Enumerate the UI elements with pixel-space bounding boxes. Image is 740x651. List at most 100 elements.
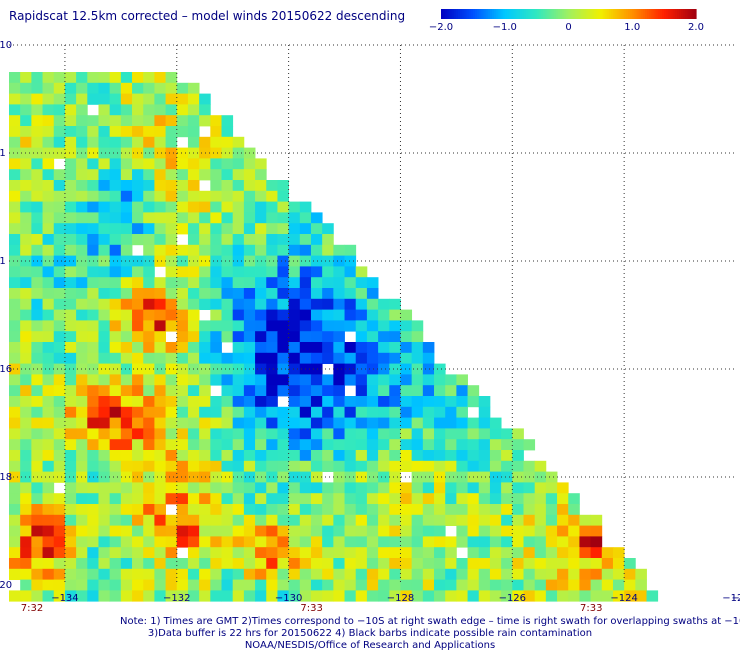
heatmap-cell — [523, 504, 536, 516]
heatmap-cell — [333, 342, 345, 354]
heatmap-cell — [53, 579, 66, 591]
colorbar-segment — [502, 9, 506, 19]
heatmap-cell — [501, 471, 513, 483]
heatmap-cell — [434, 547, 446, 559]
heatmap-cell — [255, 590, 267, 602]
heatmap-cell — [64, 201, 77, 213]
heatmap-cell — [232, 460, 245, 472]
heatmap-cell — [187, 417, 200, 429]
heatmap-cell — [299, 428, 312, 440]
heatmap-cell — [187, 374, 200, 386]
heatmap-cell — [310, 342, 323, 354]
heatmap-cell — [277, 363, 290, 375]
heatmap-cell — [266, 223, 278, 235]
heatmap-cell — [299, 439, 312, 451]
heatmap-cell — [389, 352, 401, 364]
heatmap-cell — [310, 288, 323, 300]
heatmap-cell — [232, 234, 245, 246]
heatmap-cell — [434, 439, 446, 451]
heatmap-cell — [310, 568, 323, 580]
heatmap-cell — [422, 342, 435, 354]
heatmap-cell — [221, 320, 234, 332]
heatmap-cell — [42, 504, 55, 516]
heatmap-cell — [109, 460, 122, 472]
heatmap-cell — [310, 320, 323, 332]
heatmap-cell — [87, 331, 99, 343]
heatmap-cell — [165, 147, 178, 159]
heatmap-cell — [64, 147, 77, 159]
heatmap-cell — [288, 374, 301, 386]
heatmap-cell — [489, 547, 502, 559]
colorbar-segment — [608, 9, 612, 19]
heatmap-cell — [221, 212, 234, 224]
heatmap-cell — [344, 363, 357, 375]
heatmap-cell — [322, 514, 334, 526]
heatmap-cell — [98, 558, 111, 570]
heatmap-cell — [221, 223, 234, 235]
heatmap-cell — [288, 363, 301, 375]
heatmap-cell — [176, 277, 189, 289]
heatmap-cell — [9, 331, 21, 343]
heatmap-cell — [109, 514, 122, 526]
heatmap-cell — [143, 417, 155, 429]
heatmap-cell — [31, 493, 43, 505]
heatmap-cell — [176, 82, 189, 94]
heatmap-cell — [76, 320, 88, 332]
heatmap-cell — [255, 471, 267, 483]
heatmap-cell — [154, 277, 166, 289]
heatmap-cell — [120, 298, 133, 310]
heatmap-cell — [98, 320, 111, 332]
heatmap-cell — [199, 244, 211, 256]
heatmap-cell — [489, 439, 502, 451]
heatmap-cell — [299, 320, 312, 332]
heatmap-cell — [20, 406, 32, 418]
colorbar-segment — [540, 9, 544, 19]
heatmap-cell — [76, 288, 88, 300]
heatmap-cell — [53, 169, 66, 181]
heatmap-cell — [199, 169, 211, 181]
heatmap-cell — [199, 558, 211, 570]
heatmap-cell — [143, 460, 155, 472]
heatmap-cell — [255, 201, 267, 213]
heatmap-cell — [109, 590, 122, 602]
heatmap-cell — [389, 482, 401, 494]
heatmap-cell — [109, 288, 122, 300]
heatmap-cell — [366, 460, 379, 472]
heatmap-cell — [523, 482, 536, 494]
heatmap-cell — [9, 126, 21, 138]
heatmap-cell — [76, 493, 88, 505]
heatmap-cell — [53, 288, 66, 300]
heatmap-cell — [232, 136, 245, 148]
heatmap-cell — [355, 298, 368, 310]
heatmap-cell — [199, 277, 211, 289]
heatmap-cell — [199, 104, 211, 116]
heatmap-cell — [154, 504, 166, 516]
heatmap-cell — [232, 158, 245, 170]
heatmap-cell — [221, 385, 234, 397]
heatmap-cell — [42, 460, 55, 472]
heatmap-cell — [400, 547, 413, 559]
heatmap-cell — [523, 558, 536, 570]
heatmap-cell — [53, 406, 66, 418]
heatmap-cell — [344, 439, 357, 451]
heatmap-cell — [31, 406, 43, 418]
heatmap-cell — [64, 244, 77, 256]
heatmap-cell — [478, 525, 491, 537]
heatmap-cell — [243, 547, 256, 559]
heatmap-cell — [210, 352, 222, 364]
heatmap-cell — [333, 482, 345, 494]
heatmap-cell — [232, 406, 245, 418]
heatmap-cell — [523, 525, 536, 537]
heatmap-cell — [277, 417, 290, 429]
heatmap-cell — [255, 180, 267, 192]
heatmap-cell — [109, 374, 122, 386]
heatmap-cell — [310, 363, 323, 375]
heatmap-cell — [64, 493, 77, 505]
heatmap-cell — [199, 352, 211, 364]
heatmap-cell — [176, 536, 189, 548]
heatmap-cell — [355, 331, 368, 343]
heatmap-cell — [288, 298, 301, 310]
heatmap-cell — [143, 547, 155, 559]
heatmap-cell — [467, 493, 480, 505]
heatmap-cell — [120, 201, 133, 213]
